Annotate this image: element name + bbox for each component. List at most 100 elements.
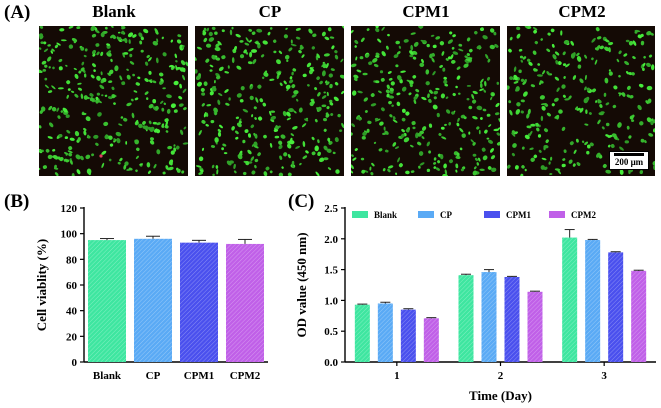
cell [596,152,601,158]
cell [181,170,185,174]
cell [39,33,43,38]
cell [128,47,134,52]
cell [334,50,338,54]
cell [541,105,546,111]
cell [586,144,591,149]
cell [250,156,255,162]
cell [551,43,555,48]
cell [395,40,400,45]
cell [263,72,269,77]
cell [551,103,555,107]
cell [263,171,268,176]
cell [111,94,116,99]
cell [433,90,439,95]
cell [39,109,44,114]
cell [308,28,313,34]
cell [235,130,239,135]
cell [160,78,164,82]
cell [289,79,294,84]
cell [537,63,541,66]
cell [302,73,307,78]
cell [572,163,576,167]
cell [589,142,594,147]
cell [315,171,320,176]
cell [86,168,92,175]
cell [74,73,79,79]
cell [273,128,279,132]
cell [433,96,437,100]
cell [366,128,370,133]
cell [295,36,301,40]
cell [107,50,112,54]
cell [302,141,306,147]
cell [307,84,310,87]
cell [382,132,387,136]
cell [380,77,385,82]
cell [201,147,205,152]
cell [283,80,287,85]
cell [389,87,394,92]
cell [269,143,273,148]
cell [270,115,277,120]
cell [309,67,315,72]
cell [650,120,654,126]
cell [260,54,265,58]
cell [162,52,167,57]
y-axis-label: Cell viablity (%) [34,239,49,331]
cell [569,141,574,146]
cell [133,90,138,93]
cell [91,153,95,157]
x-tick-label: CP [146,370,161,382]
cell [460,168,464,172]
cell [591,37,596,43]
cell [262,102,267,107]
cell [249,95,254,101]
cell [132,34,137,38]
cell [235,116,240,120]
cell [93,134,99,139]
cell [253,106,257,110]
cell [137,76,141,80]
cell [278,50,283,55]
cell [67,150,73,153]
cell [445,58,449,61]
cell [80,93,84,100]
cell [471,93,475,100]
cell [273,50,277,54]
cell [456,152,460,157]
cell [298,107,303,113]
bar-cpm2-day1 [423,318,439,362]
cell [198,171,204,175]
micrograph-blank [39,26,188,176]
cell [293,90,299,95]
cell [245,161,250,166]
cell [274,135,280,139]
cell [650,64,655,71]
cell [250,124,255,129]
cell [263,134,267,139]
cell [57,87,64,90]
cell [602,163,607,169]
cell [533,27,538,31]
cell [484,80,487,87]
cell [57,115,61,119]
cell [516,33,521,39]
cell [362,131,367,136]
cell [463,116,467,120]
cell [364,110,368,113]
dead-cell [99,154,103,158]
cell [316,76,320,80]
cell [452,34,456,38]
cell [511,130,515,134]
cell [378,90,382,94]
cell [247,149,252,155]
cell [95,43,100,47]
cell [451,46,455,50]
cell [66,94,69,99]
cell [251,170,256,175]
cell [289,76,293,80]
cell [211,54,216,60]
cell [430,34,435,37]
cell [322,63,327,69]
x-tick-label: CPM1 [184,370,215,382]
